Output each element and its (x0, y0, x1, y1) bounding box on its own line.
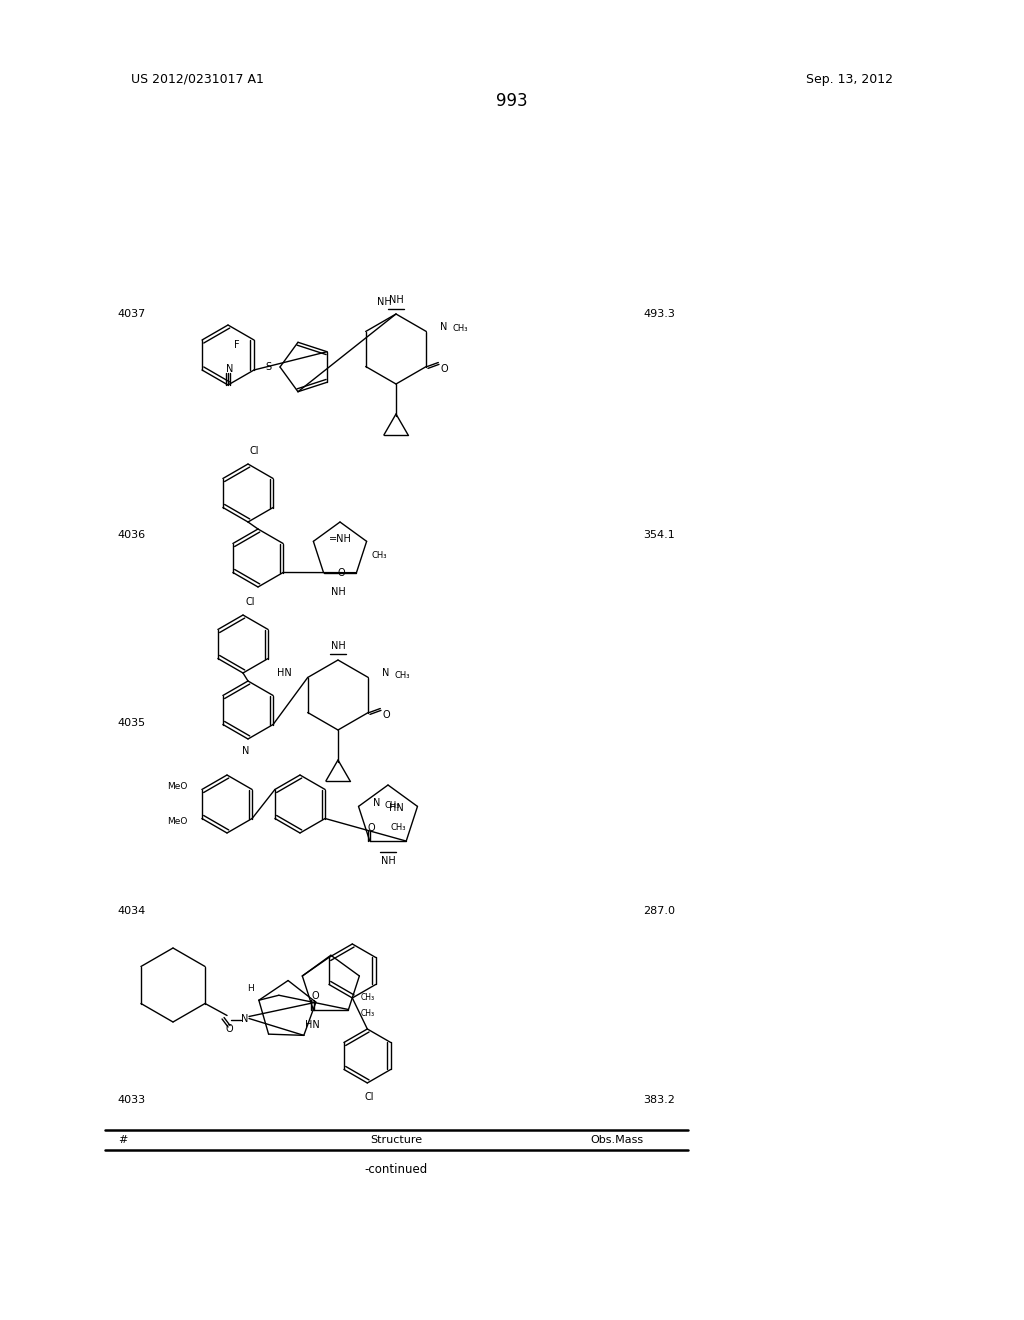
Text: #: # (118, 1135, 127, 1144)
Text: 287.0: 287.0 (643, 906, 675, 916)
Text: N: N (373, 799, 380, 808)
Text: O: O (225, 1024, 232, 1035)
Text: CH₃: CH₃ (360, 993, 375, 1002)
Text: MeO: MeO (168, 781, 187, 791)
Text: HN: HN (276, 668, 292, 677)
Text: 4035: 4035 (118, 718, 145, 729)
Text: N: N (243, 746, 250, 756)
Text: HN: HN (389, 804, 403, 813)
Text: N: N (226, 364, 233, 374)
Text: NH: NH (331, 587, 345, 597)
Text: =NH: =NH (330, 535, 352, 544)
Text: O: O (382, 710, 390, 719)
Text: 4033: 4033 (118, 1094, 145, 1105)
Text: Structure: Structure (371, 1135, 422, 1144)
Text: NH: NH (331, 642, 345, 651)
Text: 993: 993 (497, 92, 527, 110)
Text: O: O (368, 824, 376, 833)
Text: 4037: 4037 (118, 309, 146, 319)
Text: CH₃: CH₃ (372, 550, 387, 560)
Text: Sep. 13, 2012: Sep. 13, 2012 (806, 73, 893, 86)
Text: S: S (265, 362, 271, 372)
Text: NH: NH (381, 855, 395, 866)
Text: Cl: Cl (245, 597, 255, 607)
Text: N: N (440, 322, 447, 331)
Text: O: O (440, 363, 447, 374)
Text: NH: NH (377, 297, 391, 308)
Text: O: O (338, 568, 345, 578)
Text: 4034: 4034 (118, 906, 146, 916)
Text: F: F (234, 341, 240, 350)
Text: HN: HN (305, 1020, 321, 1030)
Text: -continued: -continued (365, 1163, 428, 1176)
Text: CH₃: CH₃ (390, 822, 406, 832)
Text: MeO: MeO (168, 817, 187, 826)
Text: N: N (242, 1014, 249, 1023)
Text: Cl: Cl (365, 1092, 374, 1102)
Text: CH₃: CH₃ (385, 801, 400, 810)
Text: Cl: Cl (250, 446, 259, 455)
Text: 383.2: 383.2 (643, 1094, 675, 1105)
Text: 354.1: 354.1 (643, 529, 675, 540)
Text: Obs.Mass: Obs.Mass (590, 1135, 643, 1144)
Text: CH₃: CH₃ (394, 671, 410, 680)
Text: CH₃: CH₃ (453, 323, 468, 333)
Text: 4036: 4036 (118, 529, 145, 540)
Text: NH: NH (389, 294, 403, 305)
Text: H: H (248, 983, 254, 993)
Text: US 2012/0231017 A1: US 2012/0231017 A1 (131, 73, 264, 86)
Text: CH₃: CH₃ (360, 1008, 375, 1018)
Text: N: N (382, 668, 390, 677)
Text: O: O (311, 990, 319, 1001)
Text: 493.3: 493.3 (643, 309, 675, 319)
